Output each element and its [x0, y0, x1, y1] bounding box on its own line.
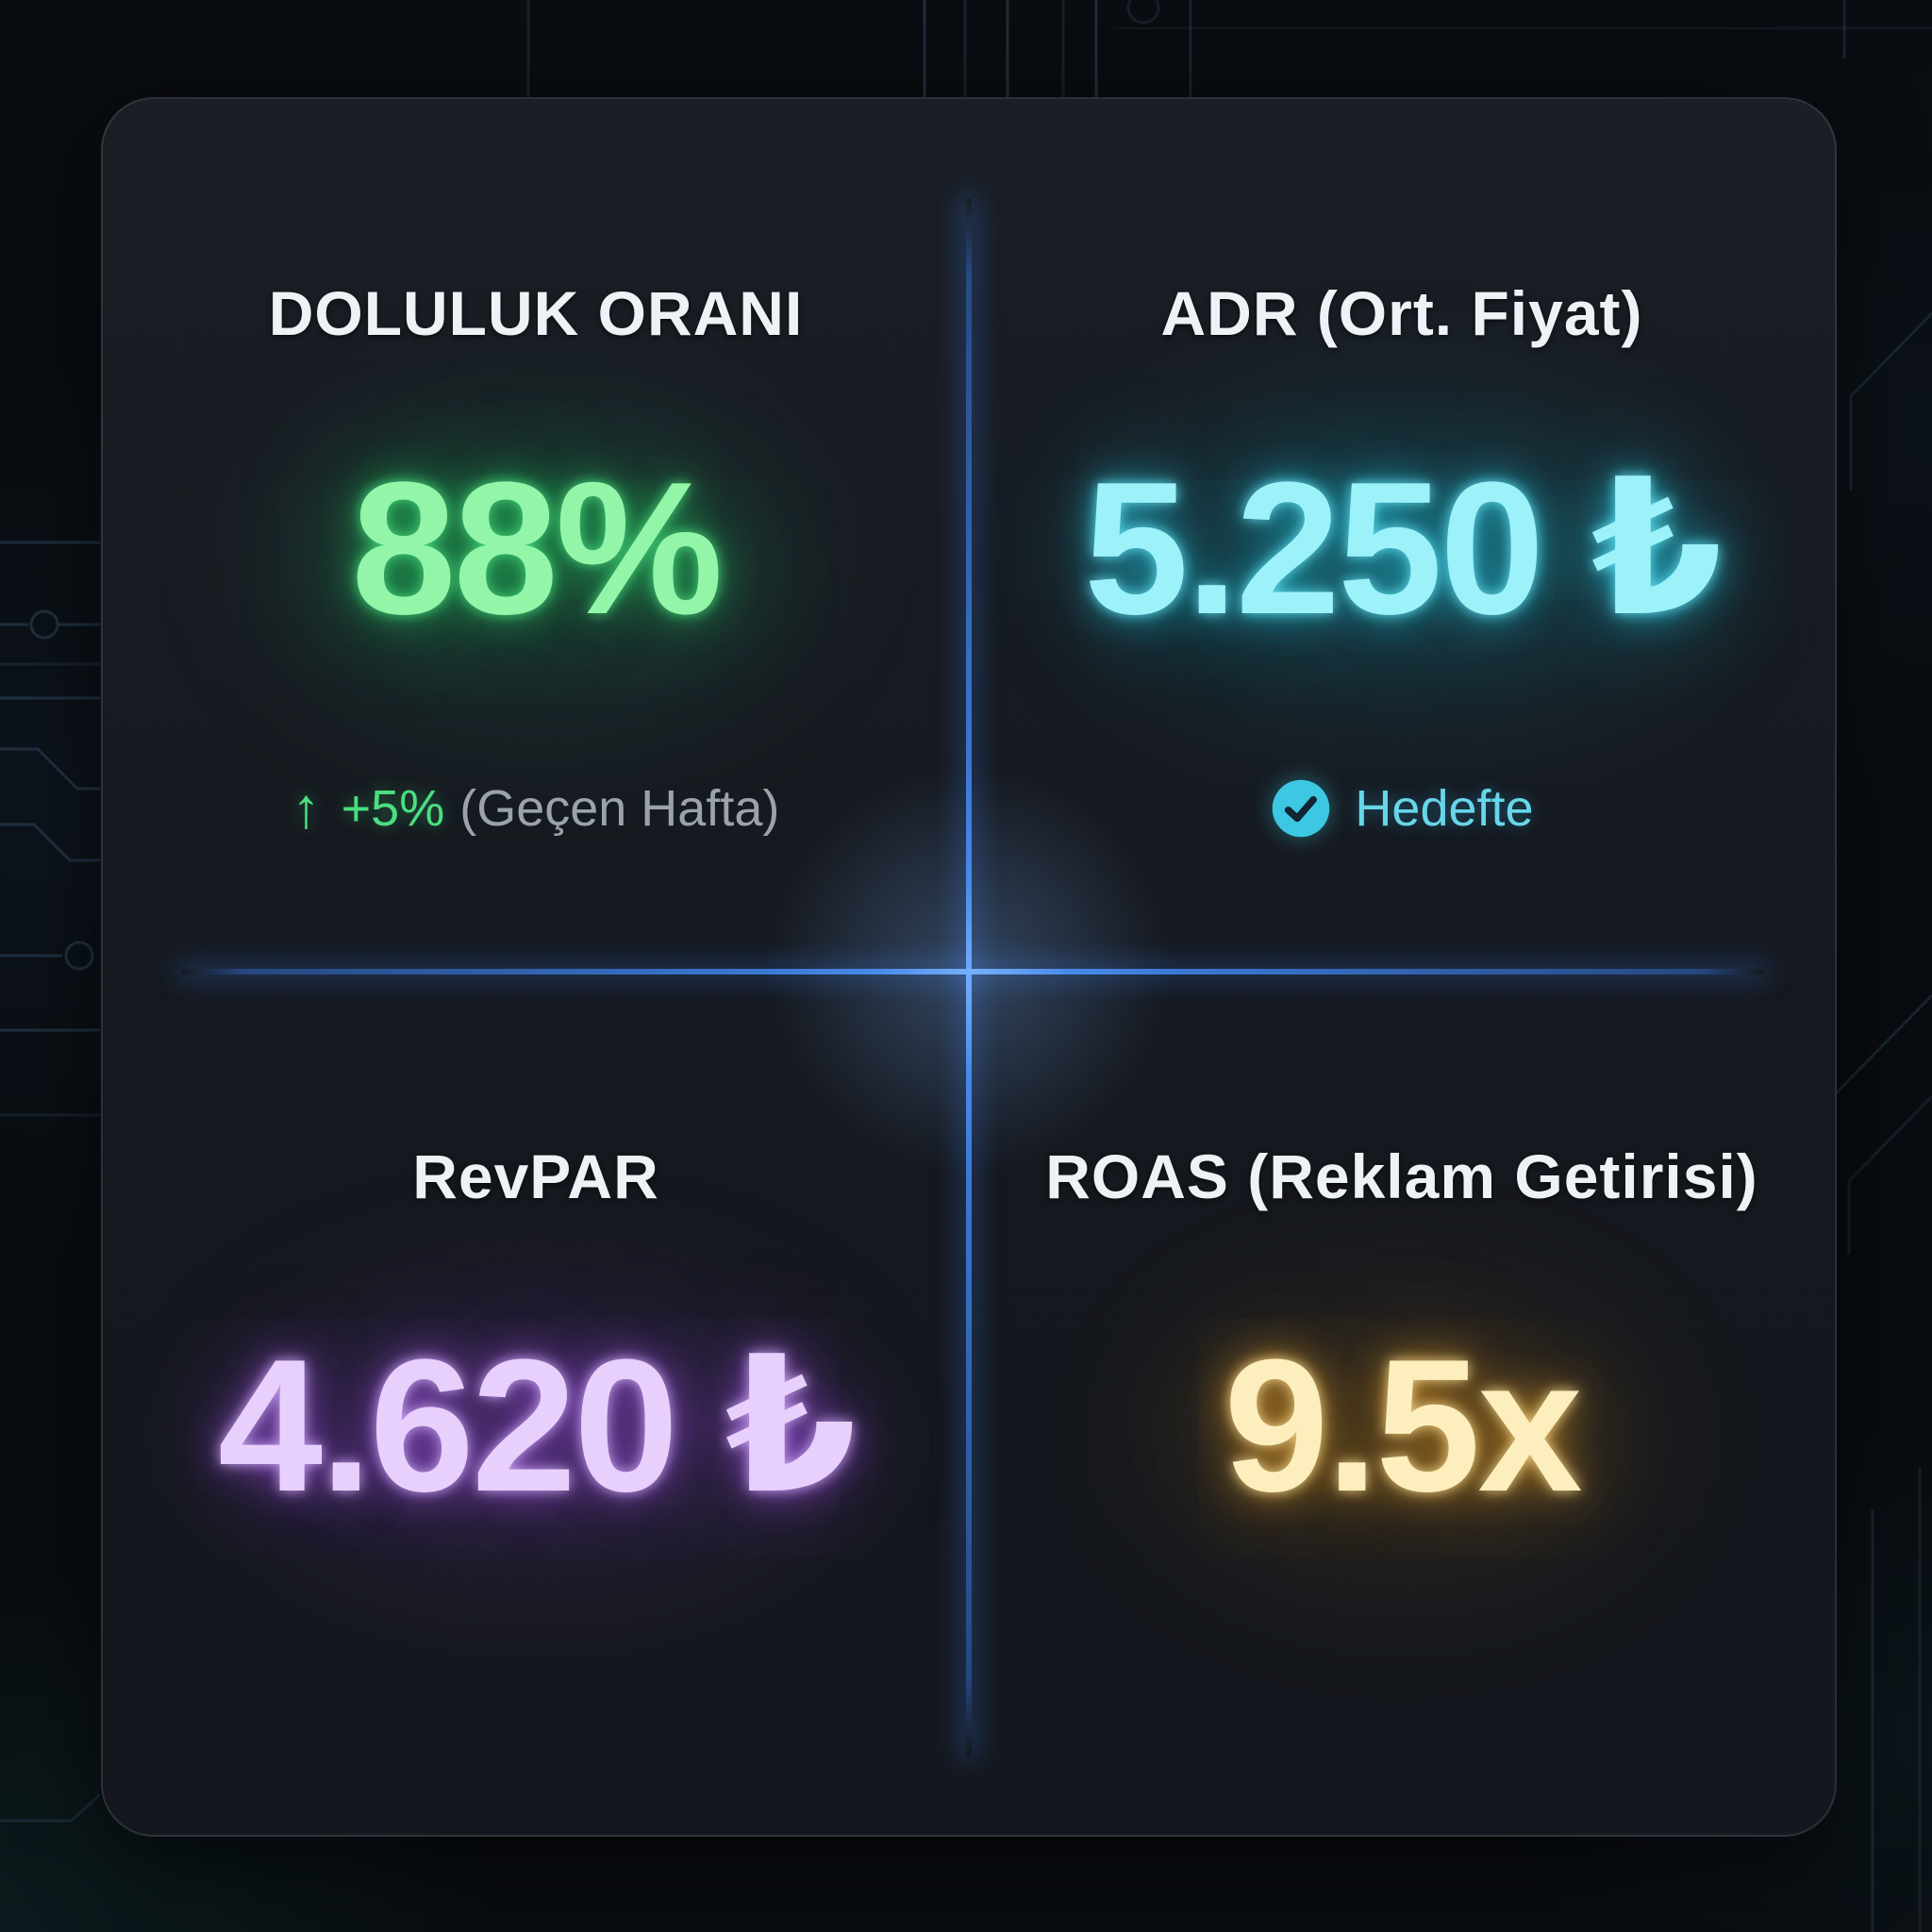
kpi-adr-value: 5.250 ₺: [1083, 443, 1723, 654]
kpi-revpar-label: RevPAR: [412, 1141, 659, 1211]
kpi-roas-value: 9.5x: [1224, 1321, 1582, 1531]
kpi-occupancy-delta: ↑ +5% (Geçen Hafta): [103, 774, 969, 842]
status-text: Hedefte: [1355, 780, 1534, 837]
kpi-revpar: RevPAR 4.620 ₺: [103, 972, 969, 1835]
kpi-occupancy-label: DOLULUK ORANI: [268, 277, 804, 348]
kpi-roas-label: ROAS (Reklam Getirisi): [1045, 1141, 1758, 1211]
check-circle-icon: [1273, 779, 1330, 838]
up-arrow-icon: ↑: [291, 776, 321, 840]
kpi-revpar-value: 4.620 ₺: [217, 1321, 857, 1531]
delta-value: +5%: [341, 780, 445, 837]
vertical-divider: [966, 198, 972, 1757]
kpi-adr-status: Hedefte: [969, 774, 1835, 842]
kpi-adr-label: ADR (Ort. Fiyat): [1160, 277, 1643, 348]
kpi-occupancy: DOLULUK ORANI 88% ↑ +5% (Geçen Hafta): [103, 99, 969, 972]
kpi-roas: ROAS (Reklam Getirisi) 9.5x: [969, 972, 1835, 1835]
kpi-adr: ADR (Ort. Fiyat) 5.250 ₺ Hedefte: [969, 99, 1835, 972]
horizontal-divider: [181, 969, 1764, 974]
delta-period: (Geçen Hafta): [459, 780, 780, 837]
kpi-card: DOLULUK ORANI 88% ↑ +5% (Geçen Hafta) AD…: [101, 97, 1837, 1837]
kpi-occupancy-value: 88%: [351, 443, 723, 654]
